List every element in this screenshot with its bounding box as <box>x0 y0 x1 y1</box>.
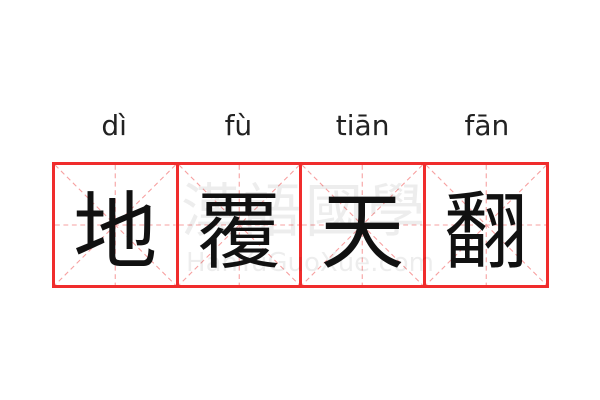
grid-cell: 翻 <box>422 165 546 285</box>
pinyin-3: tiān <box>335 109 390 142</box>
character-4: 翻 <box>443 182 528 281</box>
character-1: 地 <box>73 182 158 281</box>
guide-lines <box>425 165 546 285</box>
character-grid: 地 覆 天 翻 <box>52 162 549 288</box>
pinyin-2: fù <box>224 109 253 142</box>
character-2: 覆 <box>196 182 281 281</box>
grid-cell: 覆 <box>175 165 299 285</box>
character-3: 天 <box>320 182 405 281</box>
pinyin-4: fān <box>464 109 510 142</box>
guide-lines <box>302 165 423 285</box>
pinyin-row: dì fù tiān fān <box>52 108 549 144</box>
pinyin-1: dì <box>101 109 127 142</box>
grid-cell: 天 <box>299 165 423 285</box>
guide-lines <box>55 165 176 285</box>
grid-cell: 地 <box>55 165 176 285</box>
guide-lines <box>178 165 299 285</box>
